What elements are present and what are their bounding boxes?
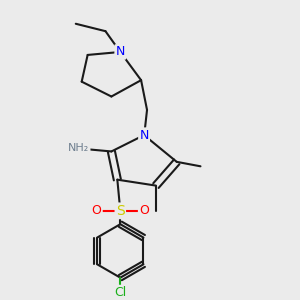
Text: Cl: Cl — [114, 286, 126, 299]
Text: O: O — [92, 204, 101, 217]
Text: NH₂: NH₂ — [68, 143, 89, 154]
Text: N: N — [140, 129, 149, 142]
Text: S: S — [116, 204, 125, 218]
Text: O: O — [139, 204, 149, 217]
Text: N: N — [116, 46, 125, 59]
